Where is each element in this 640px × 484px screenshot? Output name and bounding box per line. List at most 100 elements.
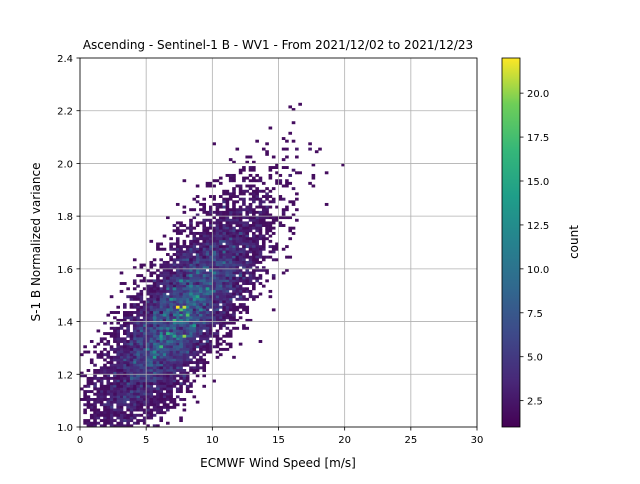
heatmap-cell (179, 305, 183, 309)
heatmap-cell (142, 263, 147, 267)
heatmap-cell (258, 221, 263, 225)
heatmap-cell (281, 208, 286, 212)
heatmap-cell (242, 255, 246, 259)
heatmap-cell (166, 384, 170, 388)
heatmap-cell (242, 253, 246, 256)
heatmap-cell (215, 263, 220, 267)
heatmap-cell (152, 282, 157, 285)
heatmap-cell (192, 216, 197, 220)
heatmap-cell (103, 403, 107, 407)
heatmap-cell (179, 276, 183, 280)
heatmap-cell (139, 405, 144, 409)
heatmap-cell (152, 366, 157, 370)
heatmap-cell (126, 345, 130, 349)
heatmap-cell (182, 268, 187, 272)
heatmap-cell (152, 400, 157, 404)
heatmap-cell (242, 263, 246, 267)
heatmap-cell (149, 350, 154, 354)
y-tick-label: 1.0 (57, 423, 73, 434)
heatmap-cell (96, 411, 101, 415)
heatmap-cell (218, 353, 223, 357)
heatmap-cell (225, 271, 230, 275)
heatmap-cell (265, 255, 269, 259)
heatmap-cell (132, 337, 137, 341)
heatmap-cell (228, 318, 233, 322)
heatmap-cell (255, 255, 259, 259)
heatmap-cell (149, 355, 154, 359)
heatmap-cell (136, 363, 140, 367)
heatmap-cell (252, 284, 256, 288)
heatmap-cell (199, 260, 203, 264)
heatmap-cell (136, 358, 140, 362)
heatmap-cell (139, 366, 144, 370)
heatmap-cell (185, 268, 190, 272)
heatmap-cell (288, 255, 293, 259)
heatmap-cell (152, 334, 157, 338)
heatmap-cell (202, 311, 207, 314)
heatmap-cell (146, 305, 150, 309)
heatmap-cell (209, 221, 213, 225)
heatmap-cell (103, 395, 107, 399)
heatmap-cell (225, 234, 230, 238)
heatmap-cell (252, 282, 256, 285)
heatmap-cell (199, 321, 203, 325)
heatmap-cell (169, 363, 173, 367)
heatmap-cell (252, 166, 256, 169)
heatmap-cell (162, 326, 167, 330)
heatmap-cell (189, 284, 193, 288)
heatmap-cell (189, 300, 193, 304)
heatmap-cell (252, 234, 256, 238)
heatmap-cell (205, 313, 210, 317)
heatmap-cell (175, 379, 180, 383)
heatmap-cell (199, 289, 203, 293)
heatmap-cell (139, 408, 144, 412)
heatmap-cell (228, 274, 233, 278)
heatmap-cell (281, 213, 286, 217)
heatmap-cell (169, 324, 173, 328)
heatmap-cell (255, 218, 259, 222)
heatmap-cell (136, 316, 140, 320)
heatmap-cell (225, 205, 230, 209)
heatmap-cell (172, 369, 177, 372)
heatmap-cell (199, 329, 203, 333)
heatmap-cell (89, 413, 94, 417)
heatmap-cell (166, 347, 170, 351)
heatmap-cell (96, 395, 101, 399)
heatmap-cell (245, 184, 250, 188)
heatmap-cell (175, 282, 180, 285)
heatmap-cell (96, 421, 101, 425)
heatmap-cell (126, 321, 130, 325)
heatmap-cell (136, 324, 140, 328)
heatmap-cell (195, 247, 200, 251)
heatmap-cell (252, 274, 256, 278)
heatmap-cell (152, 398, 157, 401)
heatmap-cell (162, 340, 167, 343)
heatmap-cell (238, 305, 243, 309)
heatmap-cell (156, 376, 160, 380)
heatmap-cell (248, 263, 253, 267)
heatmap-cell (172, 308, 177, 312)
heatmap-cell (162, 300, 167, 304)
heatmap-cell (169, 287, 173, 291)
heatmap-cell (126, 379, 130, 383)
heatmap-cell (126, 326, 130, 330)
heatmap-cell (258, 282, 263, 285)
heatmap-cell (261, 218, 266, 222)
heatmap-cell (93, 369, 97, 372)
heatmap-cell (172, 329, 177, 333)
heatmap-cell (166, 282, 170, 285)
heatmap-cell (142, 337, 147, 341)
heatmap-cell (175, 258, 180, 262)
heatmap-cell (202, 384, 207, 388)
heatmap-cell (179, 374, 183, 378)
heatmap-cell (255, 258, 259, 262)
heatmap-cell (172, 376, 177, 380)
heatmap-cell (209, 268, 213, 272)
heatmap-cell (116, 311, 120, 314)
heatmap-cell (278, 173, 283, 177)
heatmap-cell (179, 326, 183, 330)
heatmap-cell (146, 413, 150, 417)
heatmap-cell (166, 408, 170, 412)
heatmap-cell (116, 390, 120, 394)
heatmap-cell (119, 374, 124, 378)
